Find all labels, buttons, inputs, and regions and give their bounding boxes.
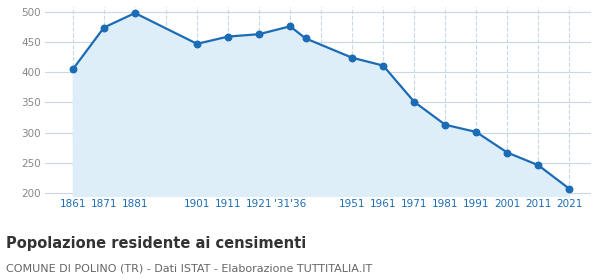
Point: [254, 32, 264, 36]
Point: [472, 130, 481, 134]
Point: [347, 55, 357, 60]
Point: [99, 25, 109, 30]
Point: [502, 150, 512, 155]
Point: [285, 24, 295, 29]
Text: COMUNE DI POLINO (TR) - Dati ISTAT - Elaborazione TUTTITALIA.IT: COMUNE DI POLINO (TR) - Dati ISTAT - Ela…: [6, 263, 372, 273]
Point: [409, 100, 419, 104]
Point: [192, 42, 202, 46]
Text: Popolazione residente ai censimenti: Popolazione residente ai censimenti: [6, 236, 306, 251]
Point: [68, 67, 78, 71]
Point: [223, 34, 233, 39]
Point: [440, 123, 450, 127]
Point: [130, 11, 140, 15]
Point: [379, 63, 388, 68]
Point: [301, 36, 310, 41]
Point: [565, 186, 574, 191]
Point: [533, 163, 543, 167]
